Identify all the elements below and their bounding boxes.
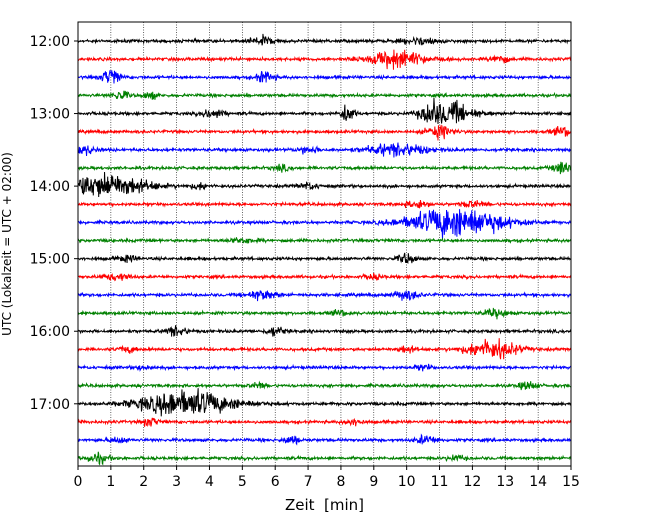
x-tick-label: 1 [106, 474, 115, 490]
trace-1500 [77, 252, 572, 264]
trace-1400 [77, 171, 572, 198]
x-tick-label: 11 [431, 474, 449, 490]
trace-1530 [77, 290, 572, 302]
trace-1230 [77, 70, 572, 84]
trace-1600 [77, 325, 572, 337]
trace-1445 [77, 237, 572, 245]
x-tick-label: 5 [238, 474, 247, 490]
y-tick-label: 17:00 [30, 397, 70, 413]
x-tick-label: 15 [562, 474, 580, 490]
trace-1645 [77, 380, 572, 391]
trace-1730 [77, 433, 572, 446]
y-tick-label: 14:00 [30, 179, 70, 195]
x-tick-label: 4 [205, 474, 214, 490]
trace-1245 [77, 90, 572, 100]
x-tick-label: 6 [271, 474, 280, 490]
x-axis-ticks: 0 1 2 3 4 5 6 7 8 9 10 11 12 13 14 15 [74, 466, 580, 490]
trace-1430 [77, 209, 572, 240]
trace-1345 [77, 161, 572, 175]
x-tick-label: 7 [304, 474, 313, 490]
trace-1315 [77, 124, 571, 141]
x-tick-label: 3 [172, 474, 181, 490]
trace-1545 [77, 307, 572, 320]
trace-1615 [77, 338, 572, 360]
trace-1300 [77, 97, 572, 125]
y-axis-ticks: 12:00 13:00 14:00 15:00 16:00 17:00 [30, 34, 78, 413]
x-tick-label: 13 [496, 474, 514, 490]
trace-1215 [77, 49, 572, 70]
y-tick-label: 16:00 [30, 324, 70, 340]
x-axis-label: Zeit [min] [285, 496, 364, 514]
trace-1415 [77, 199, 572, 209]
x-tick-label: 14 [529, 474, 547, 490]
y-tick-label: 12:00 [30, 34, 70, 50]
trace-1630 [77, 363, 572, 372]
trace-1700 [77, 388, 572, 417]
trace-1745 [77, 451, 572, 466]
trace-1330 [77, 142, 572, 158]
trace-1515 [77, 272, 572, 282]
y-tick-label: 15:00 [30, 252, 70, 268]
x-tick-label: 9 [369, 474, 378, 490]
seismic-traces [77, 33, 572, 466]
trace-1715 [77, 417, 572, 428]
y-tick-label: 13:00 [30, 107, 70, 123]
trace-1200 [77, 33, 571, 46]
x-tick-label: 12 [463, 474, 481, 490]
plot-frame [77, 21, 572, 467]
x-tick-label: 8 [336, 474, 345, 490]
x-tick-label: 2 [139, 474, 148, 490]
x-tick-label: 0 [74, 474, 83, 490]
x-tick-label: 10 [398, 474, 416, 490]
y-axis-label: UTC (Lokalzeit = UTC + 02:00) [0, 152, 14, 336]
